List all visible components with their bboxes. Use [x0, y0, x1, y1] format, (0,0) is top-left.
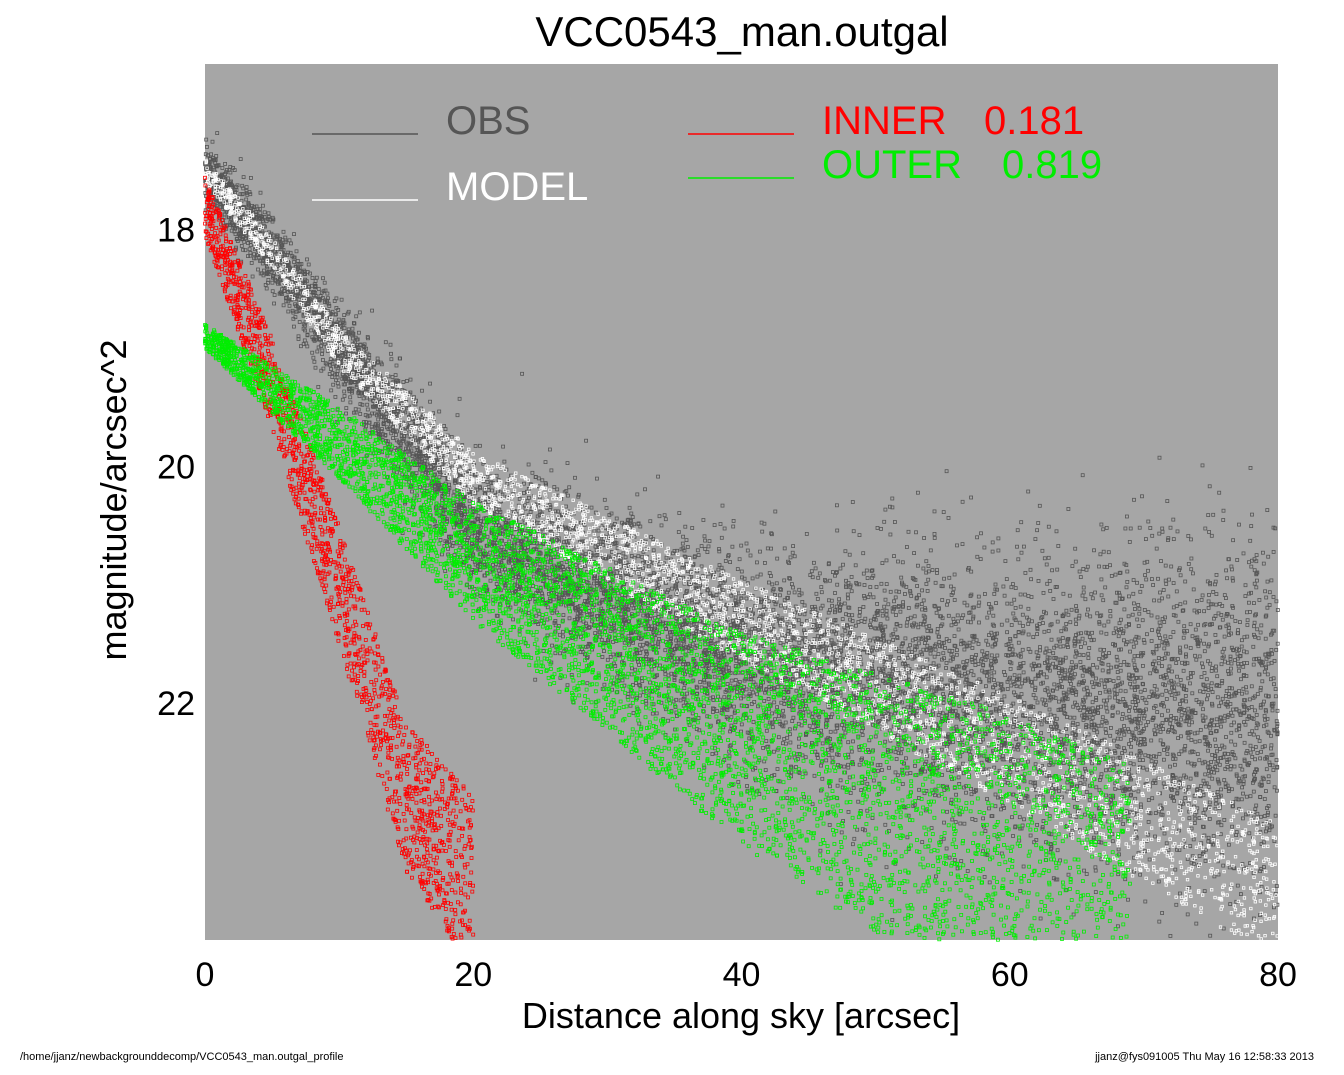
chart-title: VCC0543_man.outgal — [535, 8, 948, 55]
